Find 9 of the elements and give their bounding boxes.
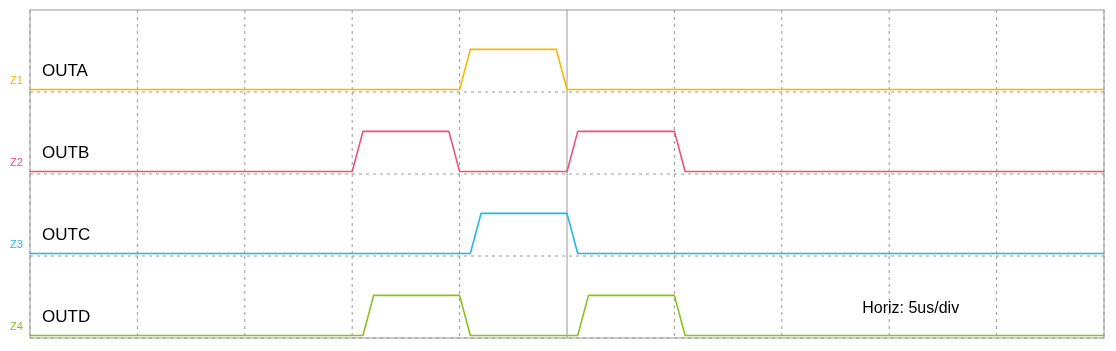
text: Z2	[10, 155, 23, 168]
text: Z4	[10, 319, 23, 332]
series-label: OUTB	[42, 142, 90, 162]
series-label: OUTC	[42, 224, 91, 244]
annotation: Horiz: 5us/div	[862, 299, 960, 317]
text: Z1	[10, 73, 23, 86]
series-label: OUTA	[42, 60, 89, 80]
text: Z3	[10, 237, 23, 250]
series-label: OUTD	[42, 306, 91, 326]
